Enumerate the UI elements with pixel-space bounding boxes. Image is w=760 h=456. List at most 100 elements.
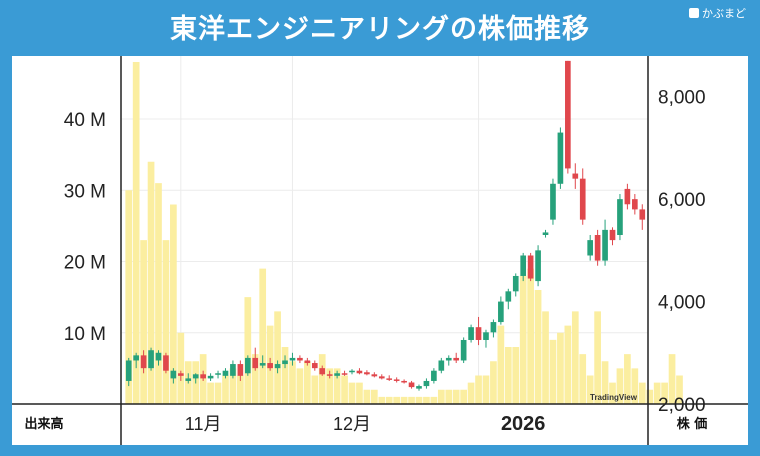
candle-body — [557, 132, 564, 184]
candle — [170, 368, 177, 384]
volume-bar — [393, 396, 401, 404]
candle — [148, 347, 154, 371]
candle-body — [341, 373, 348, 375]
candle — [632, 194, 638, 215]
volume-bar — [527, 268, 534, 404]
candle-body — [475, 327, 482, 340]
candle — [617, 194, 623, 241]
candle — [274, 360, 281, 374]
volume-bar — [140, 240, 147, 404]
candle — [282, 355, 288, 369]
candle — [319, 365, 326, 376]
candle — [445, 355, 452, 366]
candle — [259, 355, 266, 369]
volume-bar — [370, 389, 378, 404]
candle — [609, 227, 616, 246]
volume-bar — [624, 354, 631, 404]
candle-body — [155, 352, 162, 361]
volume-bar — [385, 396, 393, 404]
candle-body — [565, 60, 571, 169]
candle-body — [222, 370, 229, 376]
candle — [386, 375, 393, 381]
candle — [572, 163, 579, 189]
volume-bar — [638, 382, 646, 404]
volume-bar — [542, 311, 549, 404]
volume-tick-label: 10 M — [64, 324, 106, 345]
candle — [185, 373, 192, 384]
volume-bar — [125, 190, 133, 404]
candle-body — [423, 380, 430, 387]
candle-body — [431, 370, 437, 381]
candle-body — [490, 322, 497, 333]
candle — [602, 219, 608, 266]
candle-body — [230, 364, 236, 376]
volume-bar — [400, 396, 408, 404]
candle-body — [274, 364, 281, 369]
volume-bar — [668, 354, 676, 404]
candle-body — [594, 235, 601, 261]
candle-body — [460, 339, 467, 361]
candle — [252, 347, 259, 371]
candle-body — [416, 386, 422, 389]
candle-body — [125, 360, 132, 381]
candle — [356, 368, 363, 375]
candle — [230, 360, 236, 379]
candle — [512, 273, 519, 297]
x-tick-label: 2026 — [501, 413, 546, 435]
candle-body — [192, 374, 199, 379]
candle — [460, 337, 467, 364]
candle-body — [133, 355, 139, 361]
candle — [378, 374, 385, 380]
candle — [140, 350, 147, 374]
candle-body — [579, 178, 586, 220]
candle-body — [468, 327, 474, 340]
candle — [408, 380, 415, 389]
candle — [527, 252, 534, 282]
volume-bar — [631, 368, 639, 404]
candle-body — [319, 368, 326, 375]
candle — [416, 384, 422, 391]
volume-bar — [274, 311, 281, 404]
volume-bar — [467, 382, 475, 404]
volume-bar — [281, 347, 289, 404]
candle — [453, 352, 460, 364]
candle-body — [453, 357, 460, 361]
candle-body — [624, 188, 631, 205]
candle — [438, 357, 445, 374]
candle — [364, 370, 370, 376]
candle — [550, 178, 556, 225]
volume-bar — [244, 297, 252, 404]
volume-bar — [423, 396, 430, 404]
candle-body — [505, 291, 512, 302]
candle-body — [177, 373, 184, 376]
candle-body — [445, 357, 452, 361]
candle-body — [170, 370, 177, 379]
candle — [565, 60, 571, 174]
volume-bar — [571, 311, 579, 404]
volume-bar — [155, 183, 162, 404]
volume-bar — [326, 368, 334, 404]
price-tick-label: 2,000 — [658, 395, 706, 416]
x-tick-label: 12月 — [333, 414, 371, 434]
candle — [535, 245, 541, 287]
volume-bar — [415, 396, 423, 404]
candle-body — [282, 360, 288, 365]
volume-bar — [251, 354, 259, 404]
candle-body — [364, 372, 370, 375]
price-axis-label: 株 価 — [677, 416, 708, 432]
volume-tick-label: 30 M — [64, 181, 106, 202]
candle-body — [632, 199, 638, 210]
candle — [155, 350, 162, 366]
volume-bar — [408, 396, 415, 404]
candle — [520, 252, 527, 282]
candle-body — [140, 355, 147, 369]
volume-bar — [594, 311, 601, 404]
volume-bar — [132, 62, 140, 404]
candle — [557, 127, 564, 189]
volume-bar — [653, 382, 661, 404]
kabumado-logo-icon — [689, 8, 699, 18]
candle-body — [267, 363, 273, 369]
price-axis-ticks: 2,000 4,000 6,000 8,000 — [658, 88, 706, 416]
volume-bar — [341, 375, 348, 404]
volume-bar — [586, 375, 594, 404]
